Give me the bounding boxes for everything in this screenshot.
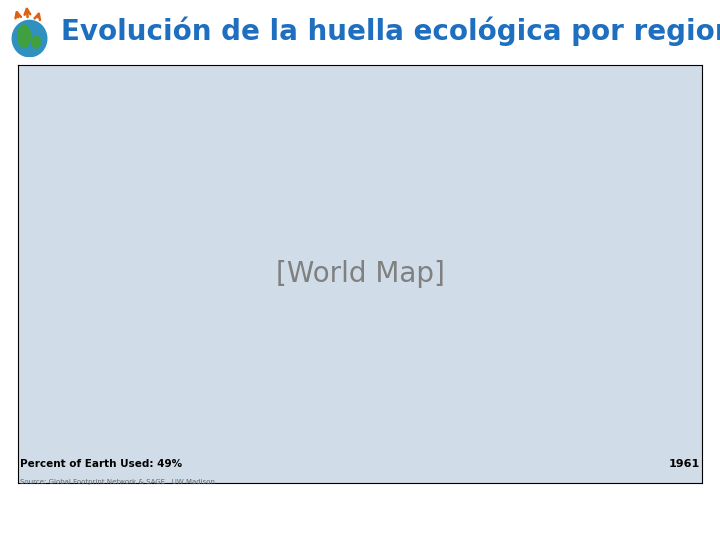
Text: La Huella Ecológica y la Deuda Ecológica de la Comunidad de Madrid: La Huella Ecológica y la Deuda Ecológica… — [11, 509, 490, 523]
Text: Evolución de la huella ecológica por regiones: Evolución de la huella ecológica por reg… — [61, 16, 720, 46]
Text: 21: 21 — [692, 509, 709, 523]
Ellipse shape — [32, 36, 40, 48]
Text: 1961: 1961 — [669, 459, 700, 469]
Ellipse shape — [17, 25, 30, 48]
Text: Source: Global Footprint Network & SAGE   UW Madison: Source: Global Footprint Network & SAGE … — [20, 480, 215, 485]
Text: [World Map]: [World Map] — [276, 260, 444, 288]
Text: Percent of Earth Used: 49%: Percent of Earth Used: 49% — [20, 459, 182, 469]
Circle shape — [12, 21, 47, 57]
